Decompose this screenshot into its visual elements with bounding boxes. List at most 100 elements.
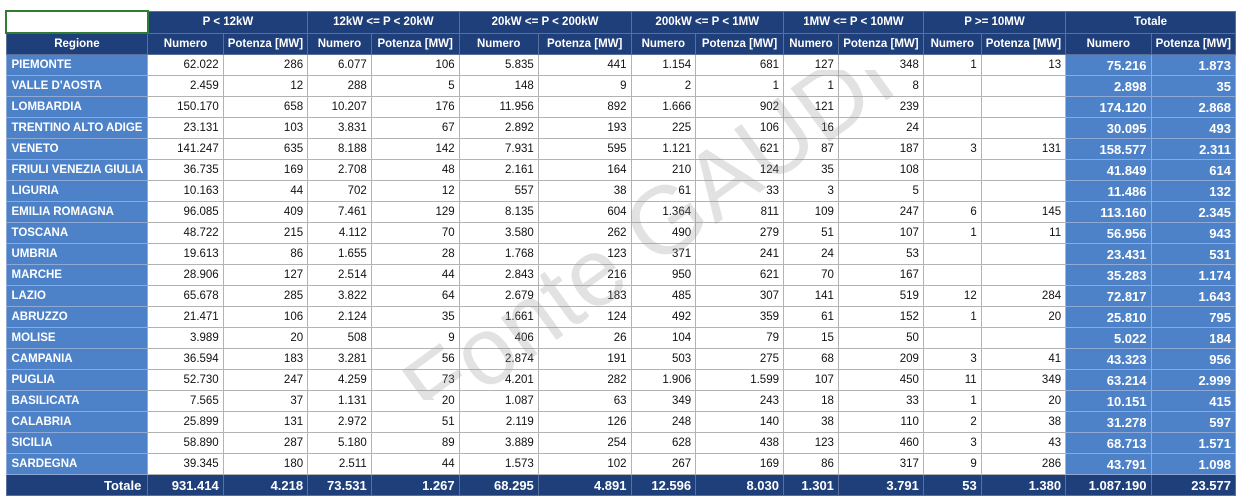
- value-cell[interactable]: 26: [537, 327, 632, 349]
- total-numero-cell[interactable]: 75.216: [1065, 54, 1152, 76]
- total-potenza-cell[interactable]: 184: [1150, 327, 1236, 349]
- value-cell[interactable]: 39.345: [147, 453, 224, 475]
- value-cell[interactable]: 3: [922, 348, 982, 370]
- value-cell[interactable]: 4.201: [458, 369, 539, 391]
- value-cell[interactable]: 58.890: [147, 432, 224, 454]
- value-cell[interactable]: 38: [783, 411, 839, 433]
- value-cell[interactable]: 70: [783, 264, 839, 286]
- region-cell[interactable]: PUGLIA: [5, 369, 149, 391]
- region-cell[interactable]: TOSCANA: [5, 222, 149, 244]
- total-potenza-cell[interactable]: 956: [1150, 348, 1236, 370]
- value-cell[interactable]: 68: [783, 348, 839, 370]
- total-potenza-cell[interactable]: 597: [1150, 411, 1236, 433]
- region-cell[interactable]: VENETO: [5, 138, 149, 160]
- value-cell[interactable]: 1.573: [458, 453, 539, 475]
- value-cell[interactable]: 38: [537, 180, 632, 202]
- value-cell[interactable]: 2.892: [458, 117, 539, 139]
- value-cell[interactable]: 450: [837, 369, 924, 391]
- value-cell[interactable]: [980, 96, 1067, 118]
- value-cell[interactable]: 5: [370, 75, 460, 97]
- value-cell[interactable]: [980, 327, 1067, 349]
- total-numero-cell[interactable]: 43.791: [1065, 453, 1152, 475]
- value-cell[interactable]: 1.599: [695, 369, 784, 391]
- value-cell[interactable]: 176: [370, 96, 460, 118]
- value-cell[interactable]: 52.730: [147, 369, 224, 391]
- value-cell[interactable]: 8.188: [307, 138, 372, 160]
- value-cell[interactable]: 216: [537, 264, 632, 286]
- value-cell[interactable]: 33: [837, 390, 924, 412]
- value-cell[interactable]: 3: [922, 432, 982, 454]
- value-cell[interactable]: 1.661: [458, 306, 539, 328]
- total-potenza-cell[interactable]: 415: [1150, 390, 1236, 412]
- value-cell[interactable]: 1: [922, 222, 982, 244]
- total-numero-cell[interactable]: 31.278: [1065, 411, 1152, 433]
- value-cell[interactable]: 702: [307, 180, 372, 202]
- value-cell[interactable]: 2.679: [458, 285, 539, 307]
- value-cell[interactable]: 50: [837, 327, 924, 349]
- value-cell[interactable]: 7.461: [307, 201, 372, 223]
- value-cell[interactable]: 53: [837, 243, 924, 265]
- region-cell[interactable]: SARDEGNA: [5, 453, 149, 475]
- value-cell[interactable]: 12: [922, 285, 982, 307]
- value-cell[interactable]: 25.899: [147, 411, 224, 433]
- value-cell[interactable]: 142: [370, 138, 460, 160]
- value-cell[interactable]: 48.722: [147, 222, 224, 244]
- total-numero-cell[interactable]: 43.323: [1065, 348, 1152, 370]
- value-cell[interactable]: 141.247: [147, 138, 224, 160]
- value-cell[interactable]: [922, 180, 982, 202]
- value-cell[interactable]: 2.514: [307, 264, 372, 286]
- value-cell[interactable]: 2.459: [147, 75, 224, 97]
- value-cell[interactable]: 19.613: [147, 243, 224, 265]
- value-cell[interactable]: 950: [630, 264, 697, 286]
- value-cell[interactable]: 2.161: [458, 159, 539, 181]
- value-cell[interactable]: 107: [837, 222, 924, 244]
- value-cell[interactable]: [922, 96, 982, 118]
- value-cell[interactable]: 35: [370, 306, 460, 328]
- value-cell[interactable]: 44: [222, 180, 309, 202]
- value-cell[interactable]: 13: [980, 54, 1067, 76]
- total-numero-cell[interactable]: 11.486: [1065, 180, 1152, 202]
- value-cell[interactable]: 1.154: [630, 54, 697, 76]
- value-cell[interactable]: 243: [695, 390, 784, 412]
- value-cell[interactable]: 12: [222, 75, 309, 97]
- value-cell[interactable]: 21.471: [147, 306, 224, 328]
- value-cell[interactable]: 123: [783, 432, 839, 454]
- region-cell[interactable]: UMBRIA: [5, 243, 149, 265]
- total-numero-cell[interactable]: 113.160: [1065, 201, 1152, 223]
- value-cell[interactable]: 348: [837, 54, 924, 76]
- value-cell[interactable]: 63: [537, 390, 632, 412]
- value-cell[interactable]: 1.666: [630, 96, 697, 118]
- value-cell[interactable]: [922, 243, 982, 265]
- value-cell[interactable]: 169: [222, 159, 309, 181]
- total-numero-cell[interactable]: 30.095: [1065, 117, 1152, 139]
- value-cell[interactable]: 7.565: [147, 390, 224, 412]
- value-cell[interactable]: 36.594: [147, 348, 224, 370]
- value-cell[interactable]: 267: [630, 453, 697, 475]
- total-numero-cell[interactable]: 2.898: [1065, 75, 1152, 97]
- value-cell[interactable]: 127: [222, 264, 309, 286]
- value-cell[interactable]: [980, 159, 1067, 181]
- total-numero-cell[interactable]: 63.214: [1065, 369, 1152, 391]
- value-cell[interactable]: [922, 159, 982, 181]
- value-cell[interactable]: 24: [837, 117, 924, 139]
- value-cell[interactable]: 183: [537, 285, 632, 307]
- region-cell[interactable]: VALLE D'AOSTA: [5, 75, 149, 97]
- value-cell[interactable]: [980, 75, 1067, 97]
- value-cell[interactable]: [980, 117, 1067, 139]
- value-cell[interactable]: 503: [630, 348, 697, 370]
- value-cell[interactable]: 210: [630, 159, 697, 181]
- total-potenza-cell[interactable]: 943: [1150, 222, 1236, 244]
- value-cell[interactable]: 109: [783, 201, 839, 223]
- value-cell[interactable]: 5.835: [458, 54, 539, 76]
- value-cell[interactable]: 103: [222, 117, 309, 139]
- value-cell[interactable]: 152: [837, 306, 924, 328]
- value-cell[interactable]: 183: [222, 348, 309, 370]
- value-cell[interactable]: 307: [695, 285, 784, 307]
- value-cell[interactable]: 1: [922, 306, 982, 328]
- value-cell[interactable]: 288: [307, 75, 372, 97]
- value-cell[interactable]: 406: [458, 327, 539, 349]
- value-cell[interactable]: 62.022: [147, 54, 224, 76]
- value-cell[interactable]: 73: [370, 369, 460, 391]
- value-cell[interactable]: 1.655: [307, 243, 372, 265]
- value-cell[interactable]: 164: [537, 159, 632, 181]
